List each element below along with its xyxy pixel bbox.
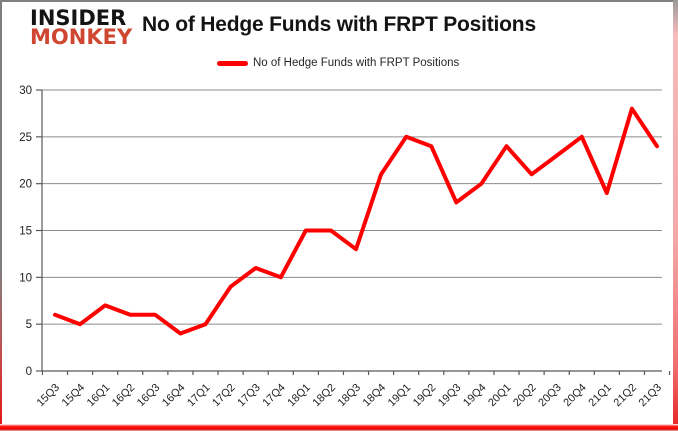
svg-text:17Q2: 17Q2 [210, 382, 238, 410]
svg-text:20Q3: 20Q3 [536, 382, 564, 410]
svg-text:15Q4: 15Q4 [60, 382, 88, 410]
svg-text:20Q1: 20Q1 [486, 382, 514, 410]
svg-text:0: 0 [26, 366, 32, 378]
svg-text:30: 30 [19, 85, 32, 97]
svg-text:16Q1: 16Q1 [85, 382, 113, 410]
chart-title: No of Hedge Funds with FRPT Positions [142, 13, 536, 36]
svg-text:10: 10 [19, 272, 32, 284]
svg-text:19Q2: 19Q2 [411, 382, 439, 410]
logo-line1: INSIDER [30, 6, 127, 30]
legend-line-marker [217, 60, 248, 66]
svg-text:20: 20 [19, 179, 32, 191]
svg-text:17Q3: 17Q3 [235, 382, 263, 410]
logo-line2: MONKEY [30, 25, 133, 50]
svg-text:18Q1: 18Q1 [285, 382, 313, 410]
svg-text:19Q3: 19Q3 [436, 382, 464, 410]
svg-text:19Q1: 19Q1 [386, 382, 414, 410]
svg-text:18Q2: 18Q2 [311, 382, 339, 410]
legend: No of Hedge Funds with FRPT Positions [217, 57, 459, 69]
svg-text:15Q3: 15Q3 [35, 382, 63, 410]
svg-text:15: 15 [19, 226, 32, 238]
svg-text:20Q4: 20Q4 [561, 382, 589, 410]
svg-text:16Q3: 16Q3 [135, 382, 163, 410]
legend-label: No of Hedge Funds with FRPT Positions [253, 57, 460, 69]
svg-text:25: 25 [19, 132, 32, 144]
svg-text:16Q4: 16Q4 [160, 382, 188, 410]
svg-text:16Q2: 16Q2 [110, 382, 138, 410]
svg-text:19Q4: 19Q4 [461, 382, 489, 410]
svg-text:18Q4: 18Q4 [361, 382, 389, 410]
insider-monkey-logo: INSIDER MONKEY [30, 6, 133, 50]
svg-text:17Q4: 17Q4 [260, 382, 288, 410]
svg-text:5: 5 [26, 319, 32, 331]
svg-text:18Q3: 18Q3 [336, 382, 364, 410]
svg-text:17Q1: 17Q1 [185, 382, 213, 410]
svg-text:20Q2: 20Q2 [511, 382, 539, 410]
svg-text:21Q3: 21Q3 [637, 382, 665, 410]
svg-text:21Q2: 21Q2 [612, 382, 640, 410]
svg-text:21Q1: 21Q1 [586, 382, 614, 410]
